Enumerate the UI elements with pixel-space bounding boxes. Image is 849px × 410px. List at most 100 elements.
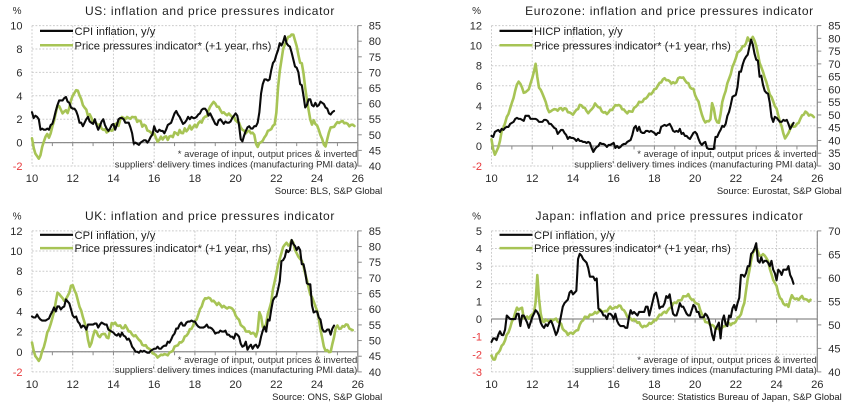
svg-text:75: 75 bbox=[369, 52, 381, 64]
svg-text:60: 60 bbox=[369, 304, 381, 316]
svg-text:suppliers' delivery times indi: suppliers' delivery times indices (manuf… bbox=[574, 159, 817, 170]
svg-text:26: 26 bbox=[811, 173, 823, 185]
svg-text:Price pressures indicator* (+1: Price pressures indicator* (+1 year, rhs… bbox=[75, 243, 272, 255]
svg-text:50: 50 bbox=[369, 130, 381, 142]
svg-text:26: 26 bbox=[352, 379, 364, 391]
svg-text:12: 12 bbox=[526, 173, 538, 185]
svg-text:-2: -2 bbox=[13, 161, 23, 173]
svg-text:85: 85 bbox=[369, 226, 381, 238]
svg-text:suppliers' delivery times indi: suppliers' delivery times indices (manuf… bbox=[115, 159, 358, 170]
svg-text:50: 50 bbox=[369, 336, 381, 348]
svg-text:45: 45 bbox=[828, 343, 840, 355]
svg-text:* average of input, output pri: * average of input, output prices & inve… bbox=[178, 149, 358, 160]
svg-text:26: 26 bbox=[811, 379, 823, 391]
svg-text:suppliers' delivery times indi: suppliers' delivery times indices (manuf… bbox=[115, 365, 358, 376]
svg-text:16: 16 bbox=[607, 173, 619, 185]
svg-text:85: 85 bbox=[369, 21, 381, 33]
svg-text:14: 14 bbox=[107, 379, 119, 391]
svg-text:26: 26 bbox=[352, 173, 364, 185]
svg-text:12: 12 bbox=[66, 173, 78, 185]
svg-text:20: 20 bbox=[689, 173, 701, 185]
svg-text:22: 22 bbox=[730, 379, 742, 391]
svg-text:35: 35 bbox=[828, 148, 840, 160]
svg-text:10: 10 bbox=[26, 379, 38, 391]
svg-text:CPI inflation, y/y: CPI inflation, y/y bbox=[75, 26, 156, 38]
svg-text:1: 1 bbox=[476, 296, 482, 308]
svg-text:22: 22 bbox=[730, 173, 742, 185]
svg-text:Price pressures indicator* (+1: Price pressures indicator* (+1 year, rhs… bbox=[75, 40, 272, 52]
svg-text:CPI inflation, y/y: CPI inflation, y/y bbox=[534, 230, 615, 242]
svg-text:45: 45 bbox=[369, 351, 381, 363]
svg-text:24: 24 bbox=[311, 379, 323, 391]
svg-text:60: 60 bbox=[828, 273, 840, 285]
svg-text:2: 2 bbox=[476, 121, 482, 133]
svg-text:24: 24 bbox=[770, 379, 782, 391]
svg-text:0: 0 bbox=[476, 314, 482, 326]
svg-text:16: 16 bbox=[607, 379, 619, 391]
svg-text:-2: -2 bbox=[472, 161, 482, 173]
svg-text:24: 24 bbox=[311, 173, 323, 185]
svg-text:75: 75 bbox=[369, 257, 381, 269]
svg-text:12: 12 bbox=[66, 379, 78, 391]
svg-text:10: 10 bbox=[485, 379, 497, 391]
svg-text:* average of input, output pri: * average of input, output prices & inve… bbox=[178, 355, 358, 366]
svg-text:8: 8 bbox=[16, 266, 22, 278]
svg-text:-2: -2 bbox=[13, 367, 23, 379]
svg-text:55: 55 bbox=[369, 114, 381, 126]
svg-text:40: 40 bbox=[828, 135, 840, 147]
svg-text:-2: -2 bbox=[472, 349, 482, 361]
svg-text:20: 20 bbox=[229, 379, 241, 391]
svg-text:4: 4 bbox=[476, 101, 482, 113]
svg-text:70: 70 bbox=[828, 226, 840, 238]
svg-text:Japan: inflation and price pre: Japan: inflation and price pressures ind… bbox=[535, 209, 803, 223]
svg-text:70: 70 bbox=[828, 59, 840, 71]
svg-text:80: 80 bbox=[369, 242, 381, 254]
svg-text:55: 55 bbox=[828, 296, 840, 308]
svg-text:16: 16 bbox=[148, 379, 160, 391]
svg-text:6: 6 bbox=[16, 286, 22, 298]
svg-text:10: 10 bbox=[26, 173, 38, 185]
svg-text:14: 14 bbox=[107, 173, 119, 185]
svg-text:18: 18 bbox=[189, 379, 201, 391]
svg-text:10: 10 bbox=[10, 21, 22, 33]
svg-text:10: 10 bbox=[485, 173, 497, 185]
svg-text:%: % bbox=[13, 212, 22, 223]
svg-text:suppliers' delivery times indi: suppliers' delivery times indices (manuf… bbox=[574, 365, 817, 376]
svg-text:%: % bbox=[13, 6, 22, 17]
svg-text:60: 60 bbox=[828, 84, 840, 96]
svg-text:4: 4 bbox=[16, 306, 22, 318]
svg-text:22: 22 bbox=[270, 173, 282, 185]
svg-text:0: 0 bbox=[16, 347, 22, 359]
svg-text:Eurozone: inflation and price: Eurozone: inflation and price pressures … bbox=[525, 4, 814, 18]
svg-text:50: 50 bbox=[828, 320, 840, 332]
svg-text:16: 16 bbox=[148, 173, 160, 185]
svg-text:3: 3 bbox=[476, 261, 482, 273]
svg-text:18: 18 bbox=[648, 173, 660, 185]
svg-text:12: 12 bbox=[470, 21, 482, 33]
svg-text:Source: BLS, S&P Global: Source: BLS, S&P Global bbox=[275, 186, 383, 197]
svg-text:65: 65 bbox=[828, 249, 840, 261]
svg-text:5: 5 bbox=[476, 226, 482, 238]
svg-text:22: 22 bbox=[270, 379, 282, 391]
svg-text:* average of input, output pri: * average of input, output prices & inve… bbox=[637, 149, 817, 160]
svg-text:45: 45 bbox=[828, 123, 840, 135]
svg-text:12: 12 bbox=[526, 379, 538, 391]
svg-text:30: 30 bbox=[828, 161, 840, 173]
svg-text:45: 45 bbox=[369, 145, 381, 157]
svg-text:6: 6 bbox=[16, 67, 22, 79]
svg-text:75: 75 bbox=[828, 46, 840, 58]
svg-text:4: 4 bbox=[16, 91, 22, 103]
svg-text:8: 8 bbox=[476, 61, 482, 73]
svg-text:60: 60 bbox=[369, 99, 381, 111]
svg-text:65: 65 bbox=[828, 72, 840, 84]
svg-text:10: 10 bbox=[10, 246, 22, 258]
svg-text:14: 14 bbox=[567, 379, 579, 391]
svg-text:HICP inflation, y/y: HICP inflation, y/y bbox=[534, 26, 623, 38]
svg-text:Price pressures indicator* (+1: Price pressures indicator* (+1 year, rhs… bbox=[534, 243, 731, 255]
svg-text:2: 2 bbox=[476, 279, 482, 291]
svg-text:70: 70 bbox=[369, 273, 381, 285]
svg-text:Source: Statistics Bureau of J: Source: Statistics Bureau of Japan, S&P … bbox=[642, 392, 842, 403]
svg-text:Source: Eurostat, S&P Global: Source: Eurostat, S&P Global bbox=[717, 186, 842, 197]
svg-text:%: % bbox=[472, 212, 481, 223]
svg-text:24: 24 bbox=[770, 173, 782, 185]
